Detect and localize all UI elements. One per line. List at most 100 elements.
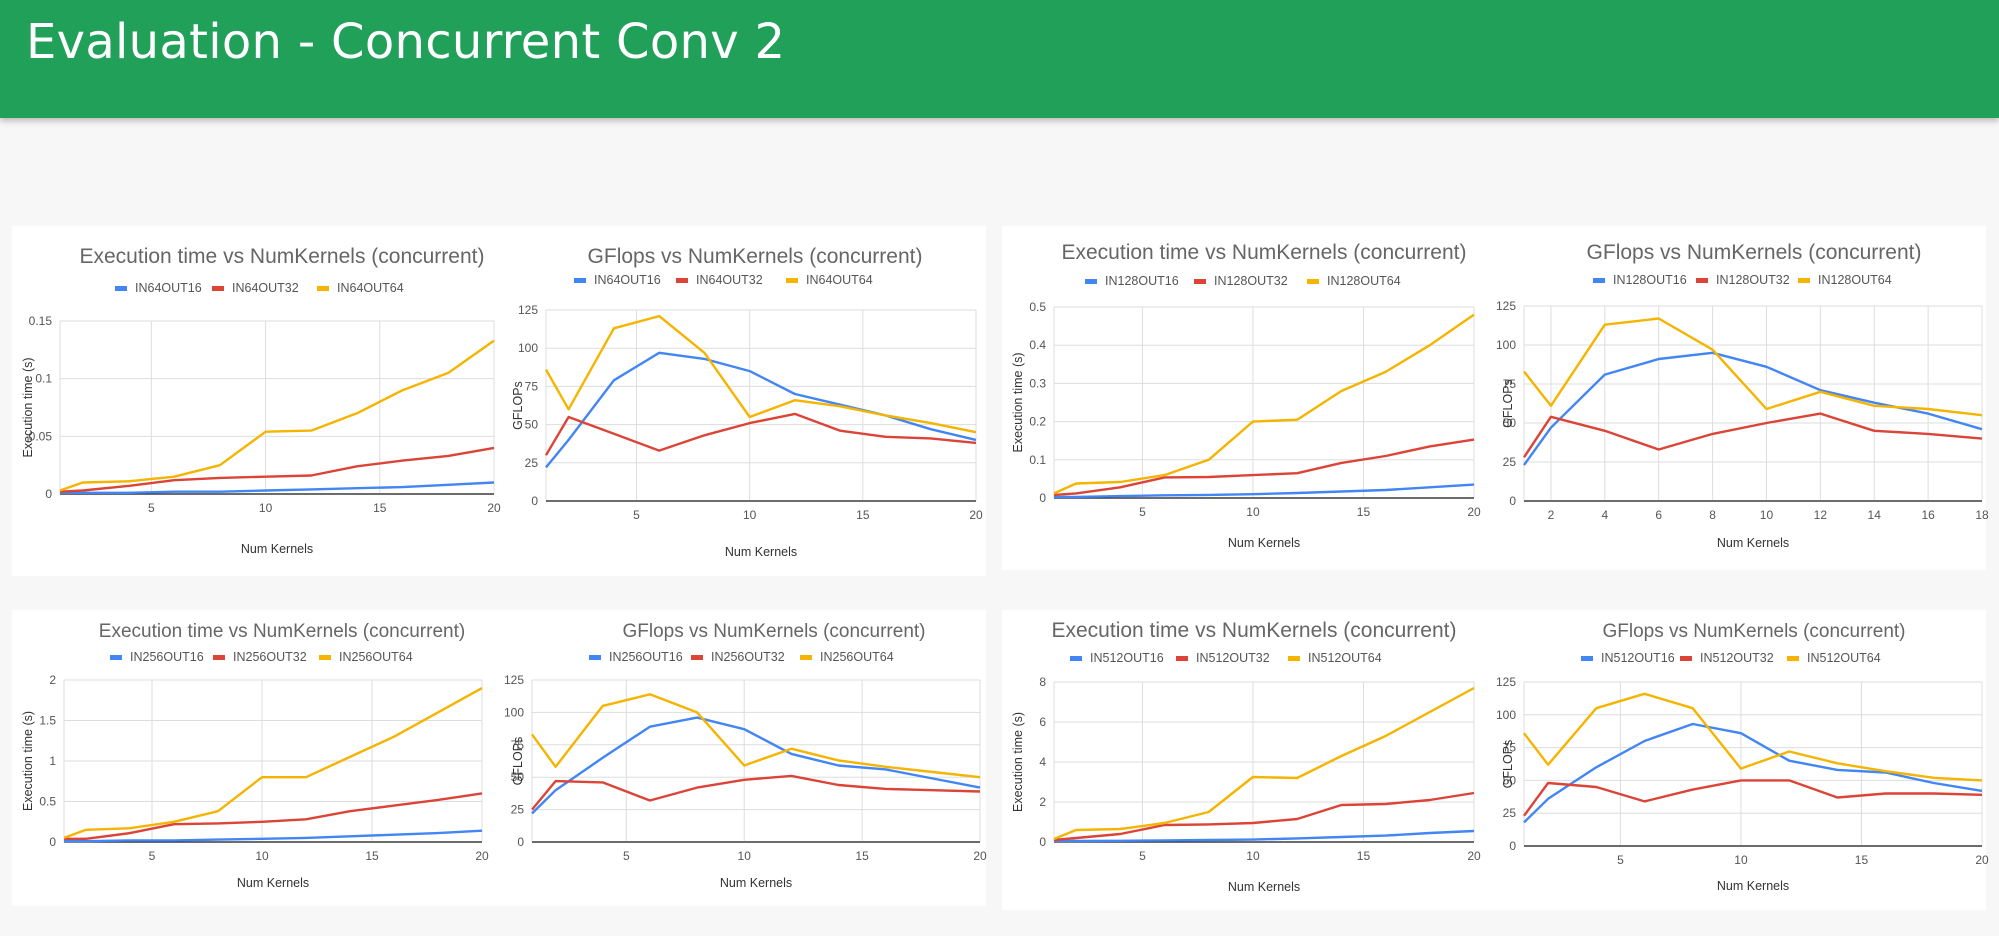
- legend-label: IN128OUT64: [1818, 273, 1892, 287]
- x-tick-label: 2: [1548, 508, 1555, 522]
- legend-item: IN512OUT16: [1070, 651, 1164, 665]
- y-tick-label: 8: [1039, 675, 1046, 689]
- y-tick-label: 50: [1503, 773, 1517, 787]
- chart-panel-row1-right: Execution time vs NumKernels (concurrent…: [1002, 226, 1989, 570]
- series-line-in128out16: [1054, 483, 1475, 499]
- y-tick-label: 0.1: [35, 372, 52, 386]
- y-tick-label: 25: [1503, 455, 1517, 469]
- x-tick-label: 10: [738, 849, 752, 863]
- y-axis-label: Execution time (s): [1011, 712, 1025, 812]
- legend-item: IN128OUT16: [1085, 274, 1179, 288]
- legend-label: IN128OUT64: [1327, 274, 1401, 288]
- legend-swatch: [574, 278, 586, 283]
- x-tick-label: 8: [1709, 508, 1716, 522]
- series-line-in512out16: [1054, 829, 1475, 843]
- legend-label: IN128OUT32: [1716, 273, 1790, 287]
- legend-swatch: [786, 278, 798, 283]
- legend-item: IN64OUT32: [676, 273, 763, 287]
- legend-swatch: [1581, 656, 1593, 661]
- y-tick-label: 50: [511, 770, 525, 784]
- x-tick-label: 5: [1139, 505, 1146, 519]
- y-tick-label: 0.2: [1029, 415, 1046, 429]
- legend-label: IN128OUT32: [1214, 274, 1288, 288]
- y-tick-label: 2: [49, 673, 56, 687]
- x-axis-label: Num Kernels: [720, 876, 792, 890]
- legend-label: IN256OUT32: [233, 650, 307, 664]
- x-tick-label: 15: [373, 501, 387, 515]
- exec-time-chart-in64: Execution time vs NumKernels (concurrent…: [21, 245, 501, 556]
- x-tick-label: 10: [1760, 508, 1774, 522]
- exec-time-chart-in512: Execution time vs NumKernels (concurrent…: [1011, 619, 1481, 894]
- legend-label: IN64OUT32: [232, 281, 299, 295]
- legend-item: IN64OUT64: [317, 281, 404, 295]
- series-line-in512out32: [1523, 779, 1983, 817]
- series-line-in512out16: [1523, 722, 1983, 824]
- y-tick-label: 0.4: [1029, 338, 1046, 352]
- series-line-in64out64: [59, 339, 495, 492]
- legend-item: IN512OUT16: [1581, 651, 1675, 665]
- series-line-in64out32: [59, 446, 495, 493]
- gflops-chart-in128: GFlops vs NumKernels (concurrent) IN128OU…: [1496, 241, 1989, 550]
- series-line-in64out16: [60, 481, 495, 494]
- series-line-in128out32: [1053, 438, 1475, 497]
- legend-item: IN512OUT64: [1787, 651, 1881, 665]
- legend-item: IN128OUT64: [1307, 274, 1401, 288]
- series-line-in64out16: [545, 351, 977, 469]
- x-tick-label: 10: [1246, 505, 1260, 519]
- legend-label: IN512OUT16: [1090, 651, 1164, 665]
- x-tick-label: 20: [1467, 505, 1481, 519]
- x-tick-label: 20: [1467, 849, 1481, 863]
- y-tick-label: 25: [1503, 806, 1517, 820]
- y-axis-label: GFLOPs: [1501, 379, 1515, 428]
- series-line-in64out32: [544, 412, 977, 456]
- series-line-in128out64: [1523, 317, 1983, 417]
- x-tick-label: 15: [365, 849, 379, 863]
- legend-label: IN64OUT32: [696, 273, 763, 287]
- series-line-in512out32: [1053, 791, 1475, 842]
- series-line-in128out64: [1053, 313, 1475, 495]
- legend-swatch: [1070, 656, 1082, 661]
- x-tick-label: 10: [1734, 853, 1748, 867]
- legend-swatch: [1307, 279, 1319, 284]
- y-tick-label: 0: [1509, 494, 1516, 508]
- x-tick-label: 20: [969, 508, 983, 522]
- legend-swatch: [115, 286, 127, 291]
- x-tick-label: 5: [149, 849, 156, 863]
- y-tick-label: 0: [45, 487, 52, 501]
- chart-panel-row2-right: Execution time vs NumKernels (concurrent…: [1002, 610, 1989, 910]
- legend-item: IN512OUT64: [1288, 651, 1382, 665]
- x-axis-label: Num Kernels: [1717, 536, 1789, 550]
- legend-item: IN256OUT32: [213, 650, 307, 664]
- gflops-chart-in256: GFlops vs NumKernels (concurrent) IN256OU…: [504, 621, 987, 890]
- y-tick-label: 100: [504, 705, 524, 719]
- x-tick-label: 5: [1139, 849, 1146, 863]
- slide-title: Evaluation - Concurrent Conv 2: [26, 14, 786, 70]
- y-axis-label: GFLOPs: [511, 737, 525, 786]
- y-tick-label: 125: [504, 673, 524, 687]
- y-tick-label: 75: [525, 379, 539, 393]
- y-tick-label: 1: [49, 754, 56, 768]
- y-tick-label: 75: [1503, 377, 1517, 391]
- legend-swatch: [589, 655, 601, 660]
- legend-swatch: [1798, 278, 1810, 283]
- legend-label: IN256OUT64: [820, 650, 894, 664]
- chart-title: GFlops vs NumKernels (concurrent): [588, 245, 923, 268]
- series-line-in256out32: [531, 774, 981, 811]
- y-tick-label: 0: [1039, 491, 1046, 505]
- series-line-in256out16: [531, 716, 981, 815]
- legend-item: IN128OUT32: [1696, 273, 1790, 287]
- y-tick-label: 75: [511, 738, 525, 752]
- y-tick-label: 0.15: [29, 314, 53, 328]
- series-line-in64out64: [544, 314, 977, 434]
- x-tick-label: 15: [855, 849, 869, 863]
- x-tick-label: 15: [1357, 849, 1371, 863]
- legend-item: IN64OUT64: [786, 273, 873, 287]
- x-tick-label: 5: [623, 849, 630, 863]
- y-tick-label: 100: [518, 341, 538, 355]
- x-tick-label: 15: [1855, 853, 1869, 867]
- y-tick-label: 0: [517, 835, 524, 849]
- y-tick-label: 50: [1503, 416, 1517, 430]
- legend-swatch: [1696, 278, 1708, 283]
- x-axis-label: Num Kernels: [1228, 536, 1300, 550]
- y-tick-label: 0.5: [39, 795, 56, 809]
